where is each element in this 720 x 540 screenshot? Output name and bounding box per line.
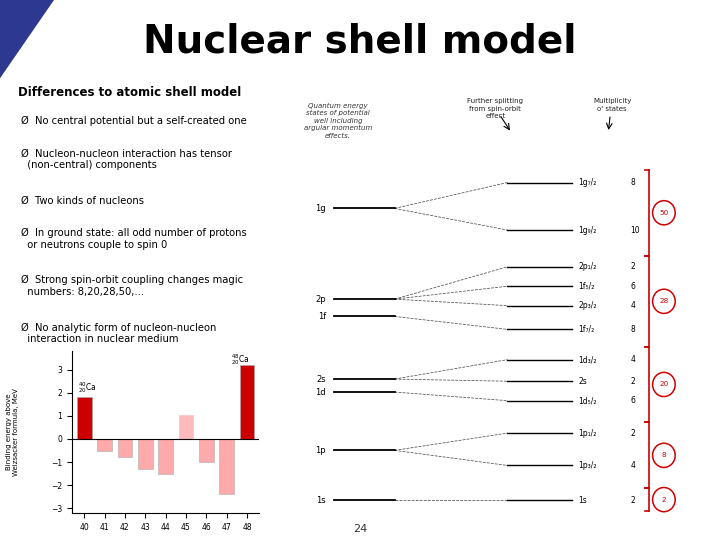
Text: $^{48}_{20}$Ca: $^{48}_{20}$Ca [230, 352, 249, 367]
Bar [97, 439, 112, 450]
Text: 8: 8 [662, 453, 666, 458]
Text: 8: 8 [631, 325, 635, 334]
Text: Ø  Strong spin-orbit coupling changes magic
  numbers: 8,20,28,50,...: Ø Strong spin-orbit coupling changes mag… [21, 275, 243, 297]
Polygon shape [0, 0, 54, 78]
Text: Ø  Two kinds of nucleons: Ø Two kinds of nucleons [21, 195, 144, 206]
Text: 1g₉/₂: 1g₉/₂ [578, 226, 596, 234]
Text: 1d₃/₂: 1d₃/₂ [578, 355, 596, 364]
Text: 10: 10 [631, 226, 640, 234]
Text: 2: 2 [662, 497, 666, 503]
Text: 1f₅/₂: 1f₅/₂ [578, 282, 595, 291]
Text: 24: 24 [353, 524, 367, 534]
Text: 8: 8 [631, 178, 635, 187]
Bar [240, 365, 254, 439]
Text: 1s: 1s [578, 496, 587, 504]
Text: 2: 2 [631, 262, 635, 271]
Text: 1p₃/₂: 1p₃/₂ [578, 461, 596, 470]
Text: 6: 6 [631, 282, 635, 291]
Bar [138, 439, 153, 469]
Text: 1g: 1g [315, 204, 326, 213]
Text: Ø  In ground state: all odd number of protons
  or neutrons couple to spin 0: Ø In ground state: all odd number of pro… [21, 228, 246, 250]
Bar [220, 439, 234, 495]
Bar [179, 415, 193, 439]
Bar [199, 439, 214, 462]
Text: 1f: 1f [318, 312, 326, 321]
Text: Ø  Nucleon-nucleon interaction has tensor
  (non-central) components: Ø Nucleon-nucleon interaction has tensor… [21, 148, 232, 170]
Y-axis label: Binding energy above
Weizsacker formula, MeV: Binding energy above Weizsacker formula,… [6, 388, 19, 476]
Text: 4: 4 [631, 301, 635, 310]
Text: 4: 4 [631, 461, 635, 470]
Text: 2p₃/₂: 2p₃/₂ [578, 301, 596, 310]
Text: Further splitting
from spin-orbit
effect: Further splitting from spin-orbit effect [467, 98, 523, 119]
Bar [77, 397, 91, 439]
Text: 1f₇/₂: 1f₇/₂ [578, 325, 594, 334]
Text: Ø  No central potential but a self-created one: Ø No central potential but a self-create… [21, 116, 246, 126]
Text: Differences to atomic shell model: Differences to atomic shell model [18, 86, 241, 99]
Text: 2: 2 [631, 496, 635, 504]
Text: 1s: 1s [316, 496, 326, 504]
Text: 1d₅/₂: 1d₅/₂ [578, 396, 596, 405]
Text: 1p: 1p [315, 446, 326, 455]
Text: 2p₁/₂: 2p₁/₂ [578, 262, 596, 271]
Text: 2: 2 [631, 377, 635, 386]
Text: Multiplicity
o' states: Multiplicity o' states [593, 98, 631, 112]
Text: 28: 28 [660, 298, 669, 305]
Text: 2p: 2p [315, 295, 326, 303]
Text: $^{40}_{20}$Ca: $^{40}_{20}$Ca [78, 380, 96, 395]
Text: 1d: 1d [315, 388, 326, 396]
Text: 1g₇/₂: 1g₇/₂ [578, 178, 596, 187]
Text: 4: 4 [631, 355, 635, 364]
Text: 20: 20 [660, 381, 669, 388]
Bar [117, 439, 132, 457]
Text: Nuclear shell model: Nuclear shell model [143, 23, 577, 61]
Bar [158, 439, 173, 474]
Text: Quantum energy
states of potential
well including
argular momentum
effects.: Quantum energy states of potential well … [304, 103, 372, 139]
Text: 2: 2 [631, 429, 635, 437]
Text: 1p₁/₂: 1p₁/₂ [578, 429, 596, 437]
Text: 50: 50 [660, 210, 669, 216]
Text: 2s: 2s [316, 375, 326, 383]
Text: Ø  No analytic form of nucleon-nucleon
  interaction in nuclear medium: Ø No analytic form of nucleon-nucleon in… [21, 322, 216, 344]
Text: 6: 6 [631, 396, 635, 405]
Text: 2s: 2s [578, 377, 587, 386]
